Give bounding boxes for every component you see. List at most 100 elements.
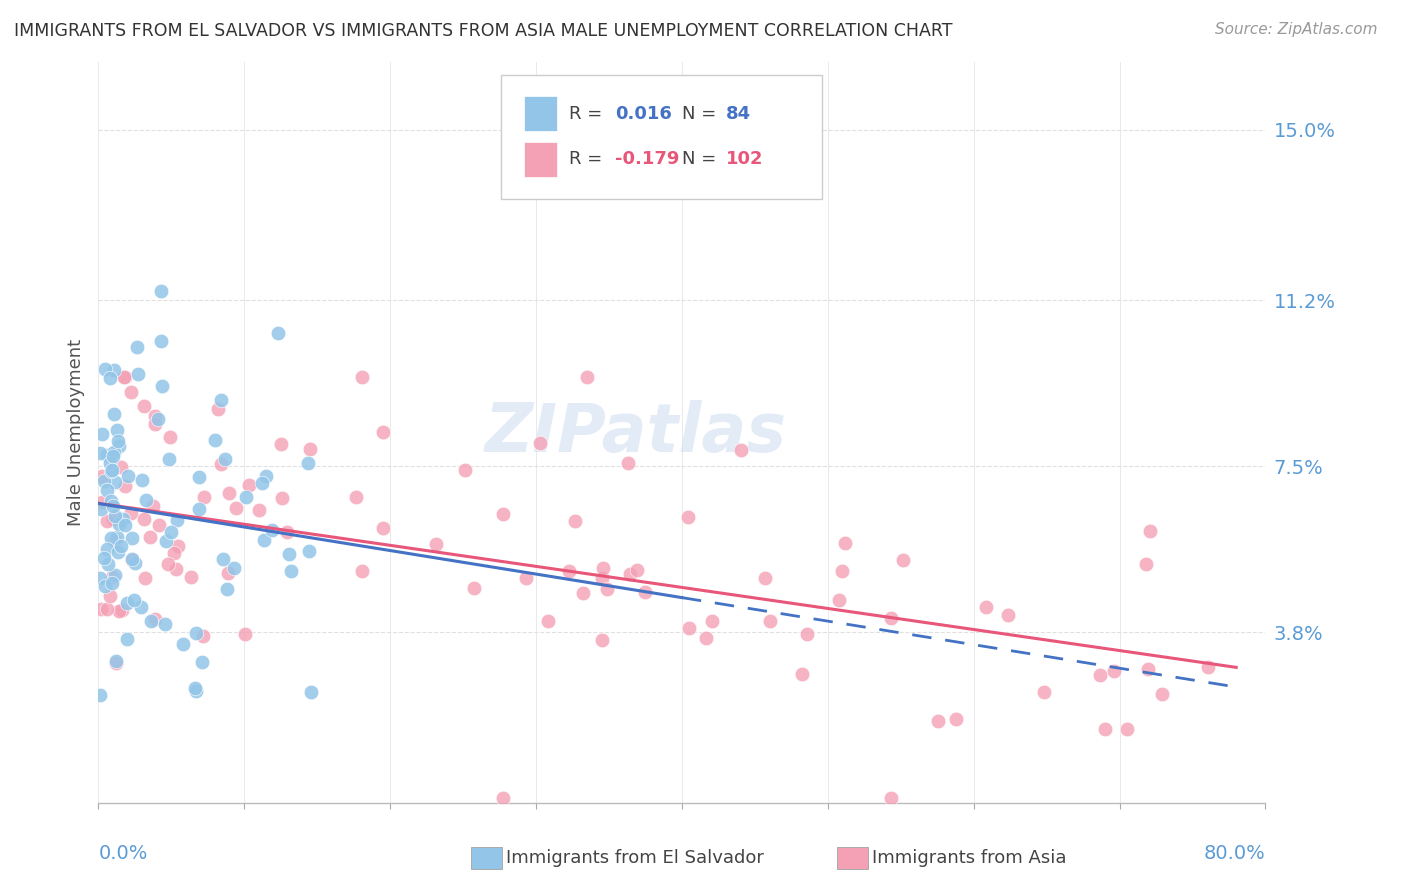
Text: IMMIGRANTS FROM EL SALVADOR VS IMMIGRANTS FROM ASIA MALE UNEMPLOYMENT CORRELATIO: IMMIGRANTS FROM EL SALVADOR VS IMMIGRANT… bbox=[14, 22, 952, 40]
Y-axis label: Male Unemployment: Male Unemployment bbox=[66, 339, 84, 526]
Point bbox=[157, 557, 180, 571]
Point bbox=[134, 571, 156, 585]
Point bbox=[155, 534, 177, 549]
Point bbox=[191, 629, 214, 643]
Point bbox=[250, 476, 273, 491]
Point bbox=[96, 602, 118, 616]
Point bbox=[105, 530, 128, 544]
Point bbox=[188, 501, 211, 516]
Point bbox=[132, 511, 155, 525]
Point bbox=[101, 449, 124, 463]
Point bbox=[754, 571, 776, 585]
Point bbox=[695, 632, 717, 646]
Point bbox=[91, 427, 114, 442]
Point bbox=[135, 492, 157, 507]
Point bbox=[945, 712, 967, 726]
Point bbox=[93, 474, 115, 488]
Point bbox=[218, 486, 240, 500]
Point bbox=[117, 469, 139, 483]
Point bbox=[276, 524, 298, 539]
Point bbox=[927, 714, 949, 728]
Point bbox=[127, 368, 149, 382]
Point bbox=[676, 510, 699, 524]
Text: 0.016: 0.016 bbox=[616, 104, 672, 122]
Point bbox=[1115, 722, 1137, 736]
Point bbox=[222, 560, 245, 574]
Point bbox=[121, 553, 143, 567]
Point bbox=[124, 556, 146, 570]
Point bbox=[166, 513, 188, 527]
Point bbox=[186, 684, 208, 698]
Point bbox=[103, 509, 125, 524]
Point bbox=[101, 512, 124, 526]
Text: -0.179: -0.179 bbox=[616, 151, 679, 169]
Text: 0.0%: 0.0% bbox=[98, 844, 148, 863]
Point bbox=[974, 600, 997, 615]
Point bbox=[796, 627, 818, 641]
Point bbox=[100, 464, 122, 478]
Point bbox=[160, 525, 183, 540]
Point bbox=[626, 563, 648, 577]
Point bbox=[1197, 660, 1219, 674]
Point bbox=[172, 637, 194, 651]
Point bbox=[730, 442, 752, 457]
Point bbox=[142, 499, 165, 513]
Point bbox=[834, 536, 856, 550]
Point bbox=[100, 371, 122, 385]
Point bbox=[352, 369, 374, 384]
Point bbox=[1135, 557, 1157, 571]
Point bbox=[278, 547, 301, 561]
Point bbox=[108, 604, 131, 618]
Point bbox=[105, 654, 128, 668]
Point bbox=[139, 530, 162, 544]
Point bbox=[235, 490, 257, 504]
Point bbox=[143, 409, 166, 424]
Point bbox=[454, 463, 477, 477]
Point bbox=[591, 633, 613, 648]
Point bbox=[529, 436, 551, 450]
Point bbox=[596, 582, 619, 597]
Point bbox=[89, 689, 111, 703]
Point bbox=[121, 531, 143, 545]
Point bbox=[114, 369, 136, 384]
Point bbox=[104, 656, 127, 670]
Point bbox=[280, 565, 302, 579]
Point bbox=[619, 567, 641, 582]
Point bbox=[254, 468, 277, 483]
Text: Source: ZipAtlas.com: Source: ZipAtlas.com bbox=[1215, 22, 1378, 37]
Point bbox=[193, 490, 215, 504]
Point bbox=[141, 615, 163, 629]
Point bbox=[617, 456, 640, 470]
Point bbox=[167, 539, 190, 553]
Point bbox=[111, 512, 134, 526]
Text: ZIPatlas: ZIPatlas bbox=[484, 400, 786, 466]
Point bbox=[115, 632, 138, 646]
Point bbox=[492, 791, 515, 805]
Point bbox=[1032, 685, 1054, 699]
Text: Immigrants from El Salvador: Immigrants from El Salvador bbox=[506, 849, 763, 867]
Point bbox=[184, 681, 207, 695]
Point bbox=[104, 567, 127, 582]
Point bbox=[225, 500, 247, 515]
Point bbox=[217, 582, 239, 596]
Point bbox=[157, 452, 180, 467]
Point bbox=[93, 361, 115, 376]
Point bbox=[103, 363, 125, 377]
Point bbox=[122, 593, 145, 607]
Point bbox=[108, 516, 131, 531]
Point bbox=[298, 442, 321, 457]
Text: R =: R = bbox=[568, 151, 607, 169]
Point bbox=[350, 564, 373, 578]
Point bbox=[186, 626, 208, 640]
Point bbox=[880, 611, 903, 625]
Point bbox=[100, 494, 122, 508]
Point bbox=[98, 589, 121, 603]
Point bbox=[150, 284, 173, 298]
Point bbox=[101, 575, 124, 590]
Point bbox=[159, 430, 181, 444]
Point bbox=[103, 445, 125, 459]
Point bbox=[492, 507, 515, 521]
Point bbox=[891, 553, 914, 567]
Point bbox=[96, 514, 118, 528]
Point bbox=[121, 552, 143, 566]
